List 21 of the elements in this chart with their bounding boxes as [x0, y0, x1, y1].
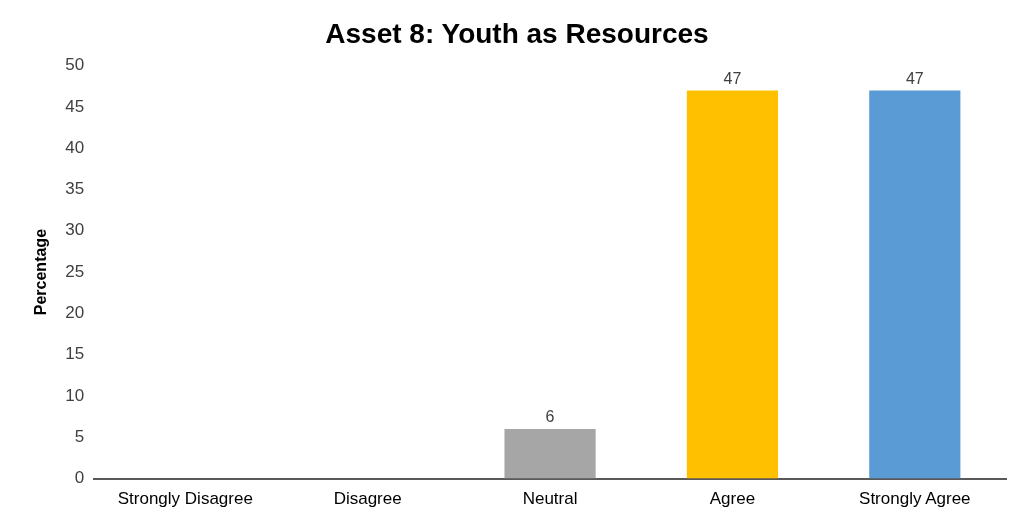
y-tick-label: 5 [74, 426, 85, 446]
x-tick-label: Agree [709, 489, 756, 509]
x-tick-label: Strongly Disagree [117, 489, 253, 509]
y-tick-label: 50 [65, 55, 85, 75]
x-tick-label: Strongly Agree [859, 489, 971, 509]
y-tick-label: 25 [65, 261, 85, 281]
data-label: 6 [545, 408, 555, 426]
x-tick-label: Disagree [333, 489, 402, 509]
data-label: 47 [905, 69, 924, 87]
y-tick-label: 35 [65, 179, 85, 199]
y-tick-label: 45 [65, 96, 85, 116]
y-tick-label: 0 [74, 468, 85, 488]
y-tick-label: 10 [65, 385, 85, 405]
y-tick-label: 20 [65, 303, 85, 323]
data-label: 47 [723, 69, 742, 87]
y-tick-label: 15 [65, 344, 85, 364]
y-axis-title: Percentage [32, 228, 50, 316]
y-tick-label: 30 [65, 220, 85, 240]
y-tick-label: 40 [65, 137, 85, 157]
chart-title: Asset 8: Youth as Resources [325, 17, 709, 49]
x-tick-label: Neutral [522, 489, 578, 509]
